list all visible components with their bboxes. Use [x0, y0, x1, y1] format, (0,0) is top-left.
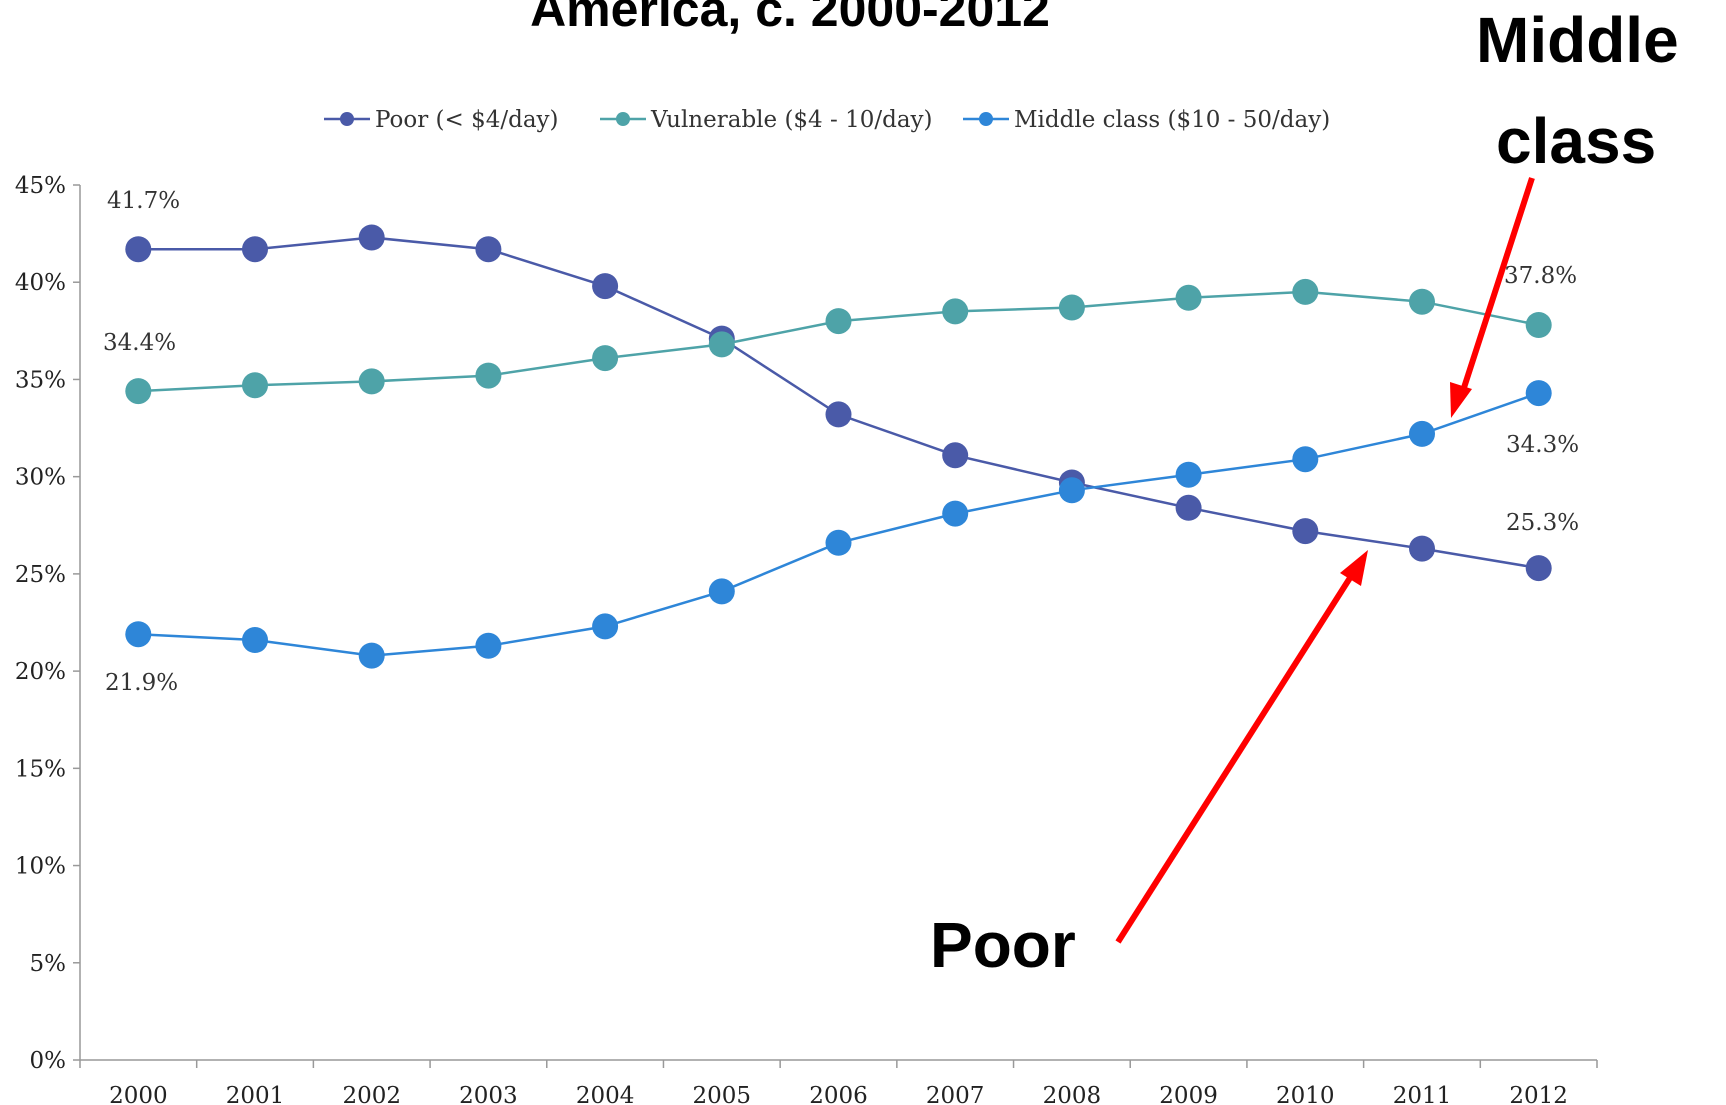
data-label-middle-2000: 21.9% — [105, 670, 178, 696]
data-point-poor-2011 — [1409, 535, 1435, 562]
data-point-vulnerable-2005 — [708, 331, 735, 358]
data-point-middle-class-2008 — [1058, 477, 1085, 504]
y-tick-label: 5% — [30, 951, 67, 977]
data-point-poor-2006 — [825, 401, 852, 428]
data-label-vulnerable-2012: 37.8% — [1504, 263, 1577, 289]
x-tick-label: 2010 — [1276, 1083, 1335, 1105]
series-points — [125, 224, 1552, 669]
x-tick-label: 2005 — [693, 1083, 752, 1105]
data-point-poor-2002 — [358, 224, 385, 251]
y-tick-label: 10% — [15, 854, 66, 880]
annotation-poor: Poor — [930, 550, 1368, 981]
data-point-middle-class-2010 — [1292, 446, 1319, 473]
x-tick-label: 2011 — [1393, 1083, 1452, 1105]
data-label-poor-2012: 25.3% — [1506, 510, 1579, 536]
annotation-poor-arrowhead — [1340, 550, 1368, 586]
x-axis-ticks: 2000 2001 2002 2003 2004 2005 2006 2007 2008 2009… — [79, 1060, 1598, 1105]
data-point-poor-2003 — [475, 236, 502, 263]
data-point-middle-class-2011 — [1409, 420, 1435, 447]
data-labels: 41.7% 34.4% 21.9% 37.8% 34.3% 25.3% — [103, 188, 1579, 696]
data-label-poor-2000: 41.7% — [107, 188, 180, 214]
x-tick-label: 2002 — [342, 1083, 401, 1105]
data-point-vulnerable-2008 — [1058, 294, 1085, 321]
data-point-vulnerable-2007 — [942, 298, 969, 325]
x-tick-label: 2007 — [926, 1083, 985, 1105]
data-point-middle-class-2006 — [825, 529, 852, 556]
data-point-middle-class-2001 — [242, 627, 268, 653]
annotation-poor-text: Poor — [930, 909, 1076, 981]
y-tick-label: 20% — [15, 659, 66, 685]
data-point-vulnerable-2002 — [358, 368, 385, 395]
x-tick-label: 2000 — [109, 1083, 168, 1105]
data-point-vulnerable-2009 — [1175, 284, 1202, 311]
legend-label-poor: Poor (< $4/day) — [375, 107, 559, 133]
data-point-vulnerable-2012 — [1525, 312, 1552, 338]
y-tick-label: 30% — [15, 465, 66, 491]
annotation-middle-text-line1: Middle — [1476, 4, 1679, 76]
y-tick-label: 15% — [15, 756, 66, 782]
series-line-vulnerable — [138, 290, 1539, 393]
data-label-vulnerable-2000: 34.4% — [103, 330, 176, 356]
annotation-middle-arrow — [1457, 177, 1535, 401]
data-point-poor-2009 — [1175, 494, 1202, 521]
series-lines — [138, 236, 1540, 657]
annotation-poor-arrow — [1115, 568, 1358, 944]
chart-title: America, c. 2000-2012 — [530, 0, 1050, 37]
annotation-middle-text-line2: class — [1496, 105, 1656, 177]
data-point-poor-2010 — [1292, 518, 1319, 545]
data-point-middle-class-2007 — [942, 500, 969, 527]
data-point-vulnerable-2003 — [475, 362, 502, 389]
y-tick-label: 25% — [15, 562, 66, 588]
x-tick-label: 2003 — [459, 1083, 518, 1105]
data-point-poor-2007 — [942, 442, 969, 469]
legend-label-middle-class: Middle class ($10 - 50/day) — [1014, 107, 1330, 133]
y-tick-label: 0% — [30, 1048, 67, 1074]
x-tick-label: 2009 — [1159, 1083, 1218, 1105]
data-point-poor-2012 — [1525, 555, 1552, 582]
y-tick-label: 45% — [15, 173, 66, 199]
y-axis-ticks: 0% 5% 10% 15% 20% 25% 30% 35% 40% 45% — [15, 173, 80, 1074]
legend-entry-vulnerable: Vulnerable ($4 - 10/day) — [600, 107, 933, 133]
data-point-poor-2001 — [242, 236, 268, 263]
data-point-vulnerable-2011 — [1409, 288, 1435, 315]
data-point-middle-class-2005 — [708, 578, 735, 605]
data-point-poor-2004 — [592, 273, 619, 300]
x-tick-label: 2008 — [1043, 1083, 1102, 1105]
legend-label-vulnerable: Vulnerable ($4 - 10/day) — [650, 107, 933, 133]
annotation-middle-arrowhead — [1450, 382, 1472, 418]
x-tick-label: 2012 — [1509, 1083, 1568, 1105]
data-point-middle-class-2000 — [125, 621, 152, 648]
legend-entry-poor: Poor (< $4/day) — [324, 107, 559, 133]
data-point-vulnerable-2001 — [242, 372, 268, 399]
data-point-vulnerable-2010 — [1292, 278, 1319, 305]
data-point-middle-class-2009 — [1175, 461, 1202, 488]
data-point-middle-class-2003 — [475, 632, 502, 659]
annotation-middle-class: Middle class — [1450, 4, 1679, 418]
legend: Poor (< $4/day) Vulnerable ($4 - 10/day)… — [324, 107, 1330, 133]
x-tick-label: 2004 — [576, 1083, 635, 1105]
data-label-middle-2012: 34.3% — [1506, 432, 1579, 458]
x-tick-label: 2006 — [809, 1083, 868, 1105]
y-tick-label: 35% — [15, 367, 66, 393]
data-point-middle-class-2012 — [1525, 380, 1552, 407]
legend-entry-middle-class: Middle class ($10 - 50/day) — [963, 107, 1330, 133]
data-point-middle-class-2002 — [358, 642, 385, 669]
y-tick-label: 40% — [15, 270, 66, 296]
x-tick-label: 2001 — [226, 1083, 285, 1105]
data-point-vulnerable-2004 — [592, 345, 619, 372]
data-point-poor-2000 — [125, 236, 152, 263]
data-point-vulnerable-2006 — [825, 308, 852, 335]
data-point-vulnerable-2000 — [125, 378, 152, 405]
data-point-middle-class-2004 — [592, 613, 619, 640]
